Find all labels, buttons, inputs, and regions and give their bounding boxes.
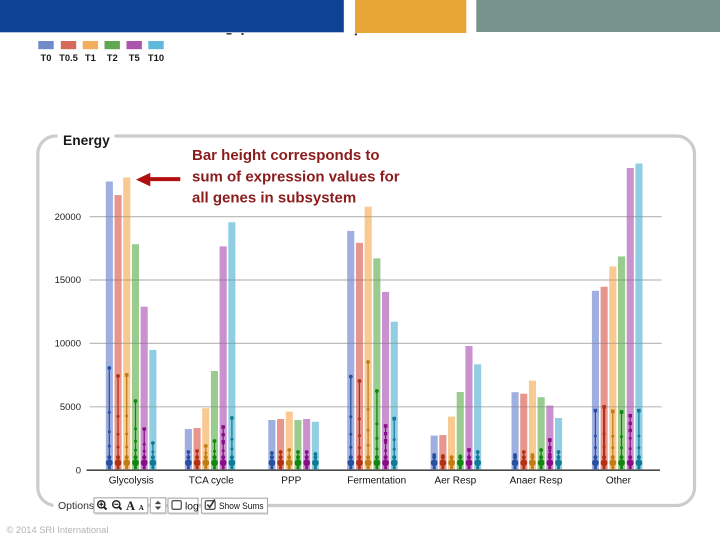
svg-text:Glycolysis: Glycolysis — [109, 476, 154, 487]
svg-text:log: log — [185, 501, 199, 512]
svg-text:Options: Options — [58, 500, 94, 512]
svg-text:Aer Resp: Aer Resp — [434, 476, 476, 487]
svg-text:T2: T2 — [107, 52, 118, 63]
svg-text:© 2014 SRI International: © 2014 SRI International — [7, 525, 109, 535]
svg-text:T5: T5 — [129, 52, 140, 63]
svg-text:all genes in subsystem: all genes in subsystem — [192, 190, 356, 207]
svg-text:sum of expression values for: sum of expression values for — [192, 168, 400, 185]
svg-text:A: A — [139, 504, 144, 512]
svg-text:A: A — [126, 499, 135, 513]
svg-text:15000: 15000 — [55, 275, 81, 286]
svg-text:PPP: PPP — [281, 476, 301, 487]
svg-text:0: 0 — [76, 465, 81, 476]
svg-text:20000: 20000 — [55, 212, 81, 223]
svg-text:Fermentation: Fermentation — [347, 476, 406, 487]
svg-text:T0: T0 — [41, 52, 52, 63]
svg-text:Bar height corresponds to: Bar height corresponds to — [192, 147, 380, 164]
svg-text:Anaer Resp: Anaer Resp — [510, 476, 563, 487]
svg-text:T0.5: T0.5 — [59, 52, 78, 63]
svg-text:5000: 5000 — [60, 402, 81, 413]
svg-text:Energy: Energy — [63, 133, 110, 148]
svg-text:10000: 10000 — [55, 339, 81, 350]
svg-text:T1: T1 — [85, 52, 96, 63]
svg-text:Show Sums: Show Sums — [219, 501, 264, 512]
svg-text:Other: Other — [606, 476, 632, 487]
svg-text:TCA cycle: TCA cycle — [189, 476, 234, 487]
svg-text:T10: T10 — [148, 52, 164, 63]
